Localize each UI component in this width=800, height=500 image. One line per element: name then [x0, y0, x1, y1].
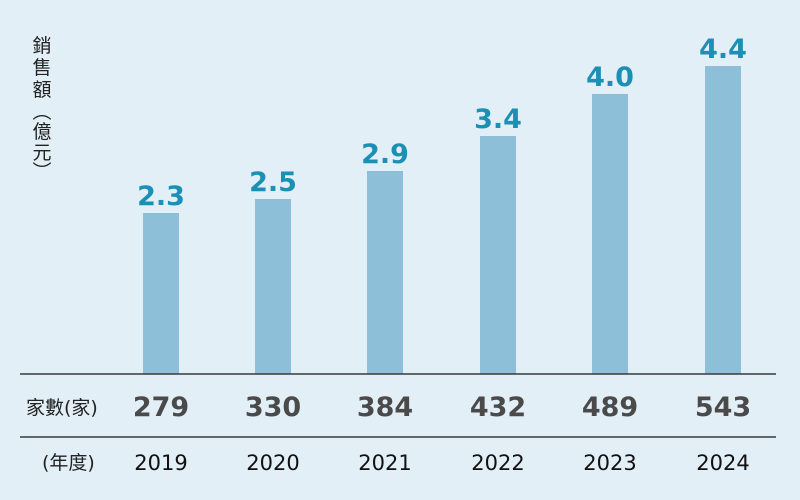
count-label-2023: 489 [582, 392, 638, 423]
year-label-2020: 2020 [246, 451, 299, 475]
count-label-2021: 384 [357, 392, 413, 423]
bar-2024 [705, 66, 741, 374]
bar-2023 [592, 94, 628, 374]
value-label-2019: 2.3 [137, 181, 185, 212]
count-label-2024: 543 [695, 392, 751, 423]
y-axis-label-char-7: ︶ [32, 161, 51, 183]
value-label-2023: 4.0 [586, 62, 634, 93]
count-label-2020: 330 [245, 392, 301, 423]
value-label-2020: 2.5 [249, 167, 297, 198]
count-label-2022: 432 [470, 392, 526, 423]
value-label-2024: 4.4 [699, 34, 747, 65]
value-label-2022: 3.4 [474, 104, 522, 135]
bar-2022 [480, 136, 516, 374]
value-label-2021: 2.9 [361, 139, 409, 170]
year-label-2022: 2022 [471, 451, 524, 475]
y-axis-label: 銷 售 額 ︵ 億 元 ︶ [32, 35, 51, 183]
y-axis-label-char-6: 元 [32, 142, 51, 164]
year-label-2024: 2024 [696, 451, 749, 475]
bar-2020 [255, 199, 291, 374]
year-label-2023: 2023 [583, 451, 636, 475]
bar-2021 [367, 171, 403, 374]
count-labels-group: 279 330 384 432 489 543 [133, 392, 751, 423]
y-axis-label-char-4: ︵ [32, 101, 51, 123]
year-labels-group: 2019 2020 2021 2022 2023 2024 [134, 451, 749, 475]
y-axis-label-char-5: 億 [32, 121, 51, 143]
y-axis-label-char-2: 售 [32, 57, 51, 79]
bars-group [143, 66, 741, 374]
y-axis-label-char-3: 額 [32, 79, 51, 101]
year-label-2021: 2021 [358, 451, 411, 475]
count-label-2019: 279 [133, 392, 189, 423]
bar-2019 [143, 213, 179, 374]
year-label-2019: 2019 [134, 451, 187, 475]
value-labels-group: 2.3 2.5 2.9 3.4 4.0 4.4 [137, 34, 747, 212]
count-row-title: 家數(家) [26, 397, 98, 419]
y-axis-label-char-1: 銷 [32, 35, 51, 57]
year-row-title: (年度) [42, 452, 95, 474]
